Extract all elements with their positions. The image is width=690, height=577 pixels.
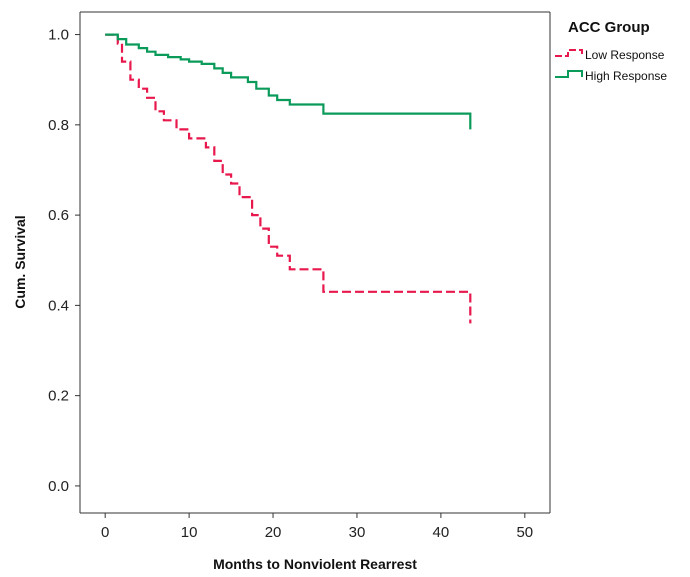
x-tick-label: 20 — [265, 524, 282, 541]
y-ticks: 0.0 0.2 0.4 0.6 0.8 1.0 — [48, 27, 80, 495]
y-tick-label: 0.0 — [48, 478, 69, 495]
legend: ACC Group Low Response High Response — [555, 19, 667, 83]
x-tick-label: 50 — [516, 524, 533, 541]
y-tick-label: 0.2 — [48, 388, 69, 405]
y-tick-label: 0.6 — [48, 207, 69, 224]
x-tick-label: 10 — [181, 524, 198, 541]
series-line-low-response — [105, 33, 472, 324]
legend-label-high-response: High Response — [585, 69, 667, 83]
plot-frame — [79, 11, 551, 514]
x-tick-label: 0 — [101, 524, 109, 541]
x-tick-label: 30 — [349, 524, 366, 541]
legend-title: ACC Group — [568, 19, 650, 36]
series-line-high-response — [105, 33, 472, 130]
legend-swatch-low-response — [555, 49, 583, 57]
x-tick-label: 40 — [433, 524, 450, 541]
y-tick-label: 0.8 — [48, 117, 69, 134]
y-tick-label: 0.4 — [48, 297, 69, 314]
legend-label-low-response: Low Response — [585, 48, 665, 62]
series-layer — [105, 33, 472, 324]
y-tick-label: 1.0 — [48, 27, 69, 44]
y-axis-title: Cum. Survival — [12, 215, 28, 308]
x-axis-title: Months to Nonviolent Rearrest — [213, 556, 417, 572]
x-ticks: 0 10 20 30 40 50 — [101, 513, 533, 541]
legend-swatch-high-response — [555, 70, 583, 78]
